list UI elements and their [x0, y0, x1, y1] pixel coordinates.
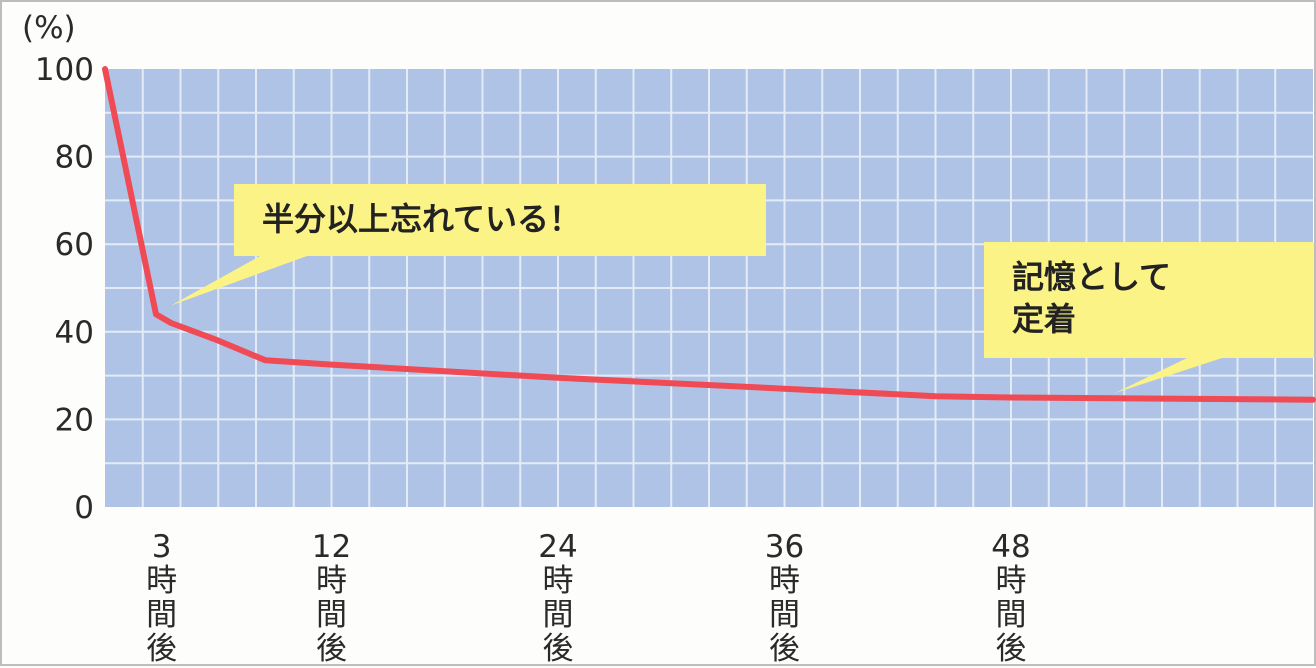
y-axis-ticks: 0 20 40 60 80 100: [35, 52, 94, 526]
x-tick-label-line: 3: [152, 529, 172, 565]
x-tick-label-line: 後: [543, 631, 574, 667]
callout-box: [984, 242, 1314, 358]
callout-box: [234, 184, 766, 256]
x-tick-label-line: 時: [996, 563, 1027, 599]
y-tick-label: 60: [55, 227, 94, 263]
callout-text: 記憶として: [1012, 258, 1171, 296]
x-tick-label-line: 後: [769, 631, 800, 667]
x-tick-label-line: 時: [543, 563, 574, 599]
y-tick-label: 100: [35, 52, 94, 88]
callout-text: 定着: [1012, 300, 1076, 338]
y-axis-unit-label: (%): [22, 10, 76, 46]
x-tick-label-line: 36: [765, 529, 804, 565]
x-tick-label-line: 後: [146, 631, 177, 667]
callout-text: 半分以上忘れている！: [262, 200, 581, 238]
x-tick-label-line: 時: [769, 563, 800, 599]
x-tick-label-line: 時: [316, 563, 347, 599]
x-tick-label-line: 間: [316, 597, 347, 633]
x-tick-label-line: 間: [543, 597, 574, 633]
y-tick-label: 80: [55, 140, 94, 176]
callout-pointer: [171, 256, 307, 306]
series-line: [102, 66, 1316, 403]
y-tick-label: 40: [55, 315, 94, 351]
callout-pointer: [1114, 358, 1222, 394]
x-tick-label-line: 12: [312, 529, 351, 565]
x-tick-label-line: 間: [146, 597, 177, 633]
x-tick-label-line: 間: [996, 597, 1027, 633]
y-tick-label: 20: [55, 402, 94, 438]
x-tick-label-line: 後: [996, 631, 1027, 667]
x-tick-label-line: 時: [146, 563, 177, 599]
x-tick-label-line: 24: [538, 529, 577, 565]
y-tick-label: 0: [74, 490, 94, 526]
x-tick-label-line: 後: [316, 631, 347, 667]
x-tick-label-line: 間: [769, 597, 800, 633]
x-tick-label-line: 48: [991, 529, 1030, 565]
callout: 半分以上忘れている！: [171, 184, 766, 306]
